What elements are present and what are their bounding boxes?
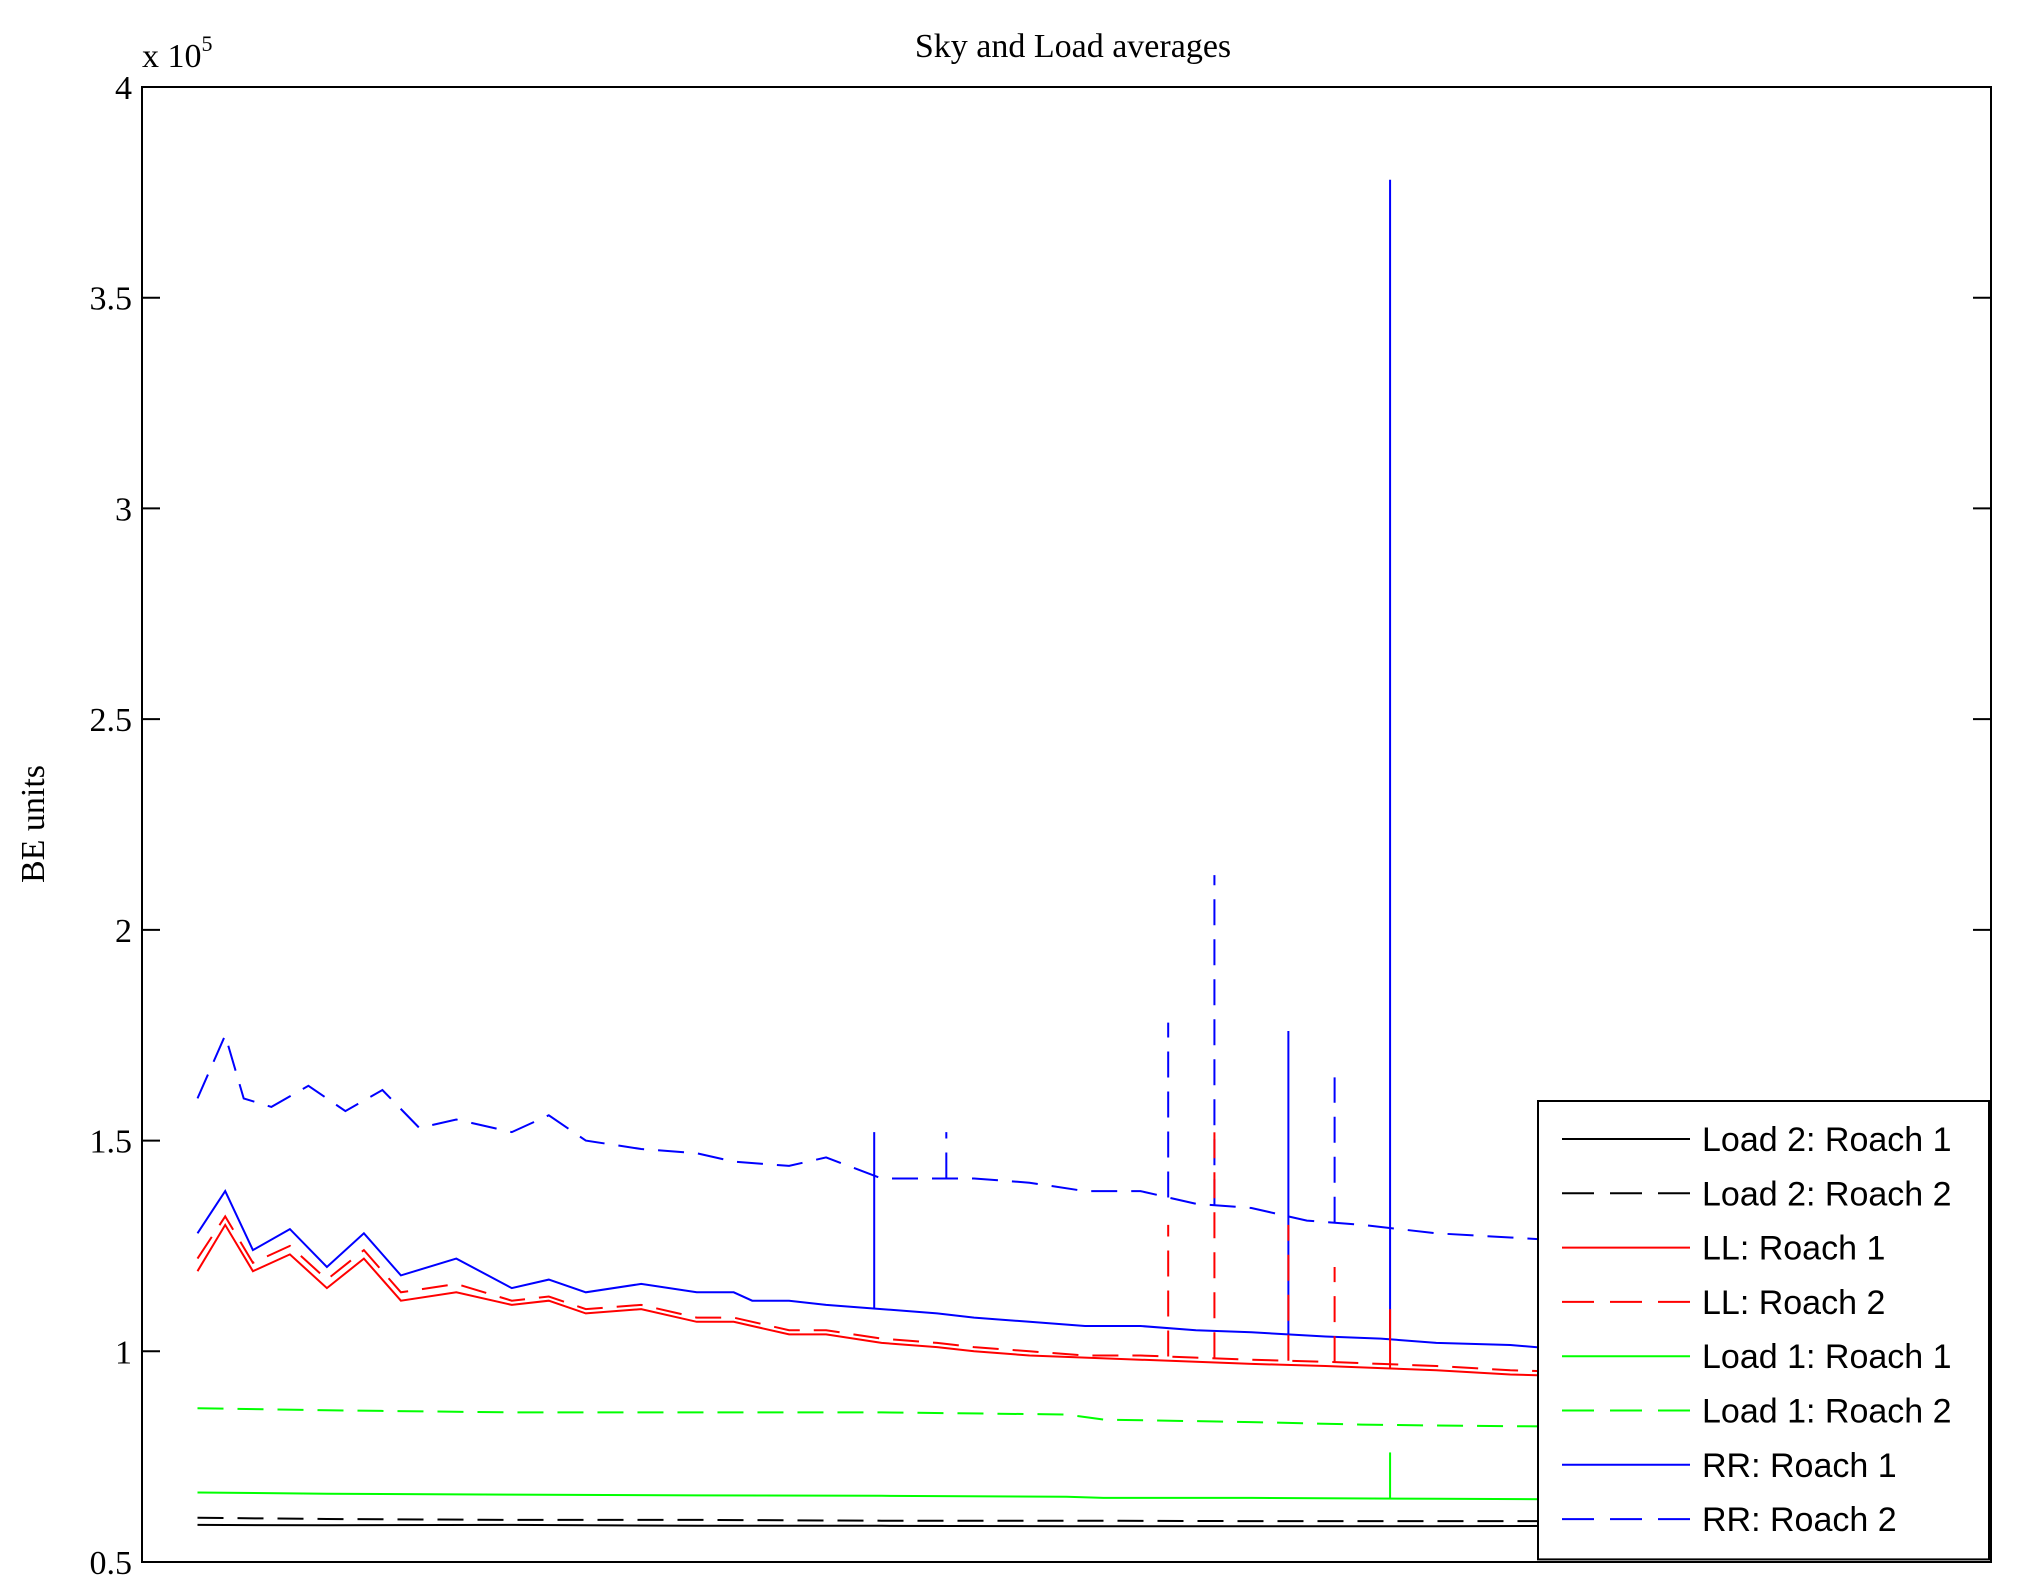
y-tick-label: 3: [115, 491, 132, 528]
y-tick-label: 4: [115, 70, 132, 107]
y-tick-label: 2.5: [90, 702, 133, 739]
legend-label: Load 2: Roach 1: [1702, 1121, 1952, 1159]
legend-label: LL: Roach 1: [1702, 1230, 1885, 1268]
y-tick-label: 1.5: [90, 1124, 133, 1161]
y-tick-label: 3.5: [90, 281, 133, 318]
legend-label: Load 1: Roach 1: [1702, 1338, 1952, 1376]
y-axis-multiplier-base: x 10: [142, 38, 202, 75]
legend-box: [1537, 1100, 1990, 1561]
legend: Load 2: Roach 1 Load 2: Roach 2 LL: Roach …: [1537, 1100, 1990, 1561]
y-axis-label: BE units: [15, 765, 52, 883]
legend-label: Load 1: Roach 2: [1702, 1393, 1952, 1431]
legend-label: Load 2: Roach 2: [1702, 1175, 1952, 1213]
y-tick-label: 1: [115, 1334, 132, 1371]
legend-label: RR: Roach 1: [1702, 1447, 1897, 1485]
axes-box: [141, 86, 1992, 1563]
y-axis-multiplier-exponent: 5: [202, 31, 213, 56]
legend-label: RR: Roach 2: [1702, 1501, 1897, 1539]
series-line-ll-roach-2: [196, 1214, 1992, 1384]
y-axis-multiplier: x 105: [142, 31, 213, 75]
chart-title: Sky and Load averages: [915, 28, 1231, 65]
y-tick-label: 2: [115, 913, 132, 950]
y-axis-ticks: 0.5 1 1.5 2 2.5 3 3.5 4: [90, 70, 1991, 1582]
legend-label: LL: Roach 2: [1702, 1284, 1885, 1322]
series-line-rr-roach-2: [196, 1032, 1992, 1264]
y-tick-label: 0.5: [90, 1545, 133, 1582]
